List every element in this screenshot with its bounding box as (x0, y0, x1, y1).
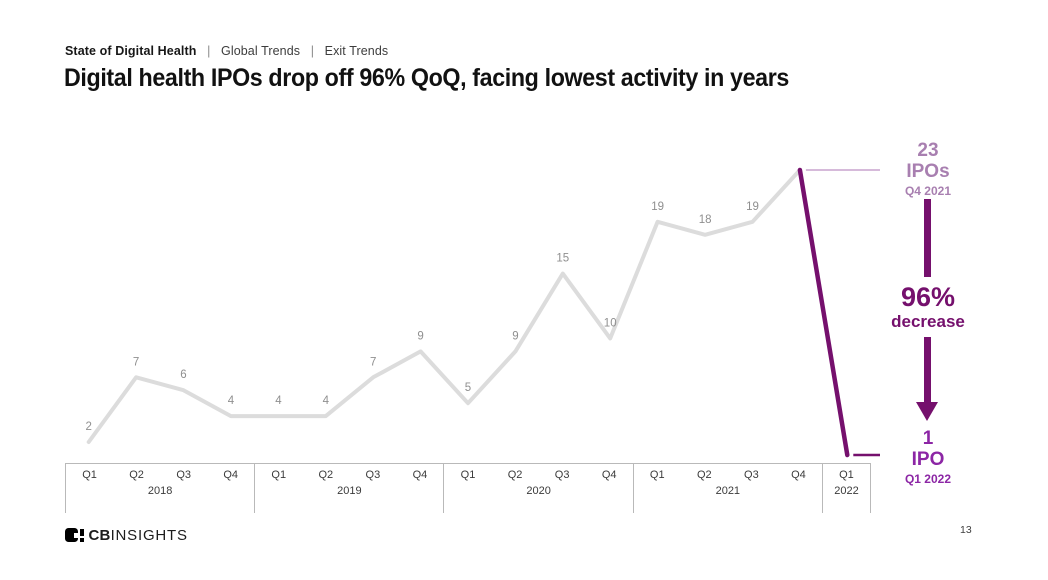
logo-text-cb: CB (88, 526, 111, 544)
axis-quarter-label: Q4 (223, 468, 239, 481)
data-point-label: 19 (651, 201, 664, 213)
axis-year-group: Q1 Q2 Q3 Q4 2021 (632, 464, 822, 513)
axis-year-group: Q1 2022 (821, 464, 871, 513)
data-point-label: 4 (323, 395, 330, 407)
page-number: 13 (960, 524, 972, 536)
axis-year-group: Q1 Q2 Q3 Q4 2019 (254, 464, 443, 513)
data-point-label: 4 (275, 395, 282, 407)
axis-year-label: 2021 (715, 485, 741, 497)
cbinsights-logo-icon-dots (80, 528, 84, 542)
breadcrumb-separator: | (310, 44, 315, 58)
breadcrumb-section: State of Digital Health (65, 44, 197, 58)
axis-quarter-label: Q3 (554, 468, 570, 481)
axis-quarter-label: Q1 (460, 468, 476, 481)
x-axis: Q1 Q2 Q3 Q4 2018 Q1 Q2 Q3 Q4 2019 Q1 Q2 Q3 Q4 2020 Q1 Q2… (65, 463, 871, 513)
axis-quarter-row: Q1 Q2 Q3 Q4 (444, 464, 632, 485)
axis-quarter-label: Q3 (365, 468, 381, 481)
axis-quarter-label: Q1 (271, 468, 287, 481)
annotation-peak-value: 23 (917, 140, 939, 161)
annotation-trough-unit: IPO (911, 449, 945, 470)
axis-quarter-row: Q1 Q2 Q3 Q4 (255, 464, 443, 485)
axis-quarter-label: Q2 (129, 468, 144, 481)
annotation-peak: 23 IPOs Q4 2021 (876, 140, 980, 199)
data-point-label: 6 (180, 369, 186, 381)
axis-year-label: 2020 (526, 485, 551, 497)
cbinsights-logo: CBINSIGHTS (65, 526, 188, 544)
axis-quarter-row: Q1 Q2 Q3 Q4 (634, 464, 822, 485)
axis-quarter-label: Q2 (507, 468, 523, 481)
axis-quarter-label: Q2 (696, 468, 712, 481)
annotation-trough: 1 IPO Q1 2022 (876, 428, 980, 487)
annotation-decrease-label: decrease (891, 312, 965, 331)
data-point-label: 10 (604, 317, 617, 329)
breadcrumb-item-exit-trends: Exit Trends (324, 44, 389, 58)
axis-quarter-row: Q1 Q2 Q3 Q4 (66, 464, 254, 485)
data-point-label: 5 (465, 382, 471, 394)
decrease-arrow-bar-bottom (924, 337, 931, 403)
axis-quarter-row: Q1 (823, 464, 870, 485)
decrease-arrow-head-icon (916, 402, 938, 421)
annotation-decrease-percent: 96% (900, 282, 956, 312)
decrease-arrow-bar-top (924, 199, 931, 277)
axis-quarter-label: Q1 (839, 468, 854, 481)
axis-quarter-label: Q4 (791, 468, 806, 481)
axis-quarter-label: Q4 (601, 468, 617, 481)
axis-quarter-label: Q2 (318, 468, 334, 481)
axis-quarter-label: Q1 (82, 468, 97, 481)
logo-text-insights: INSIGHTS (110, 526, 188, 544)
cbinsights-logo-icon (65, 528, 79, 542)
data-point-label: 7 (133, 356, 139, 368)
axis-quarter-label: Q3 (744, 468, 759, 481)
axis-quarter-label: Q3 (176, 468, 191, 481)
axis-quarter-label: Q4 (412, 468, 428, 481)
data-point-label: 15 (556, 253, 569, 265)
data-point-label: 2 (85, 421, 91, 433)
page-title: Digital health IPOs drop off 96% QoQ, fa… (64, 64, 789, 92)
breadcrumb-separator: | (207, 44, 211, 58)
data-point-label: 19 (746, 201, 759, 213)
data-point-label: 7 (370, 356, 376, 368)
axis-year-label: 2022 (834, 485, 859, 497)
data-point-label: 4 (228, 395, 235, 407)
axis-year-group: Q1 Q2 Q3 Q4 2018 (65, 464, 254, 513)
annotation-peak-period: Q4 2021 (904, 184, 952, 198)
data-point-label: 9 (512, 330, 518, 342)
annotation-trough-value: 1 (922, 428, 934, 449)
axis-quarter-label: Q1 (649, 468, 665, 481)
axis-year-label: 2019 (337, 485, 362, 497)
ipo-series-line (86, 168, 802, 444)
data-point-label: 9 (417, 330, 423, 342)
annotation-peak-unit: IPOs (906, 161, 950, 182)
data-point-label: 18 (699, 214, 712, 226)
axis-year-group: Q1 Q2 Q3 Q4 2020 (443, 464, 632, 513)
ipo-drop-segment (797, 167, 850, 458)
breadcrumb: State of Digital Health | Global Trends … (65, 44, 388, 58)
cbinsights-logo-text: CBINSIGHTS (89, 527, 188, 544)
annotation-trough-period: Q1 2022 (904, 472, 952, 486)
annotation-decrease: 96% decrease (876, 282, 980, 332)
breadcrumb-item-global-trends: Global Trends (221, 44, 301, 58)
axis-year-label: 2018 (147, 485, 173, 497)
